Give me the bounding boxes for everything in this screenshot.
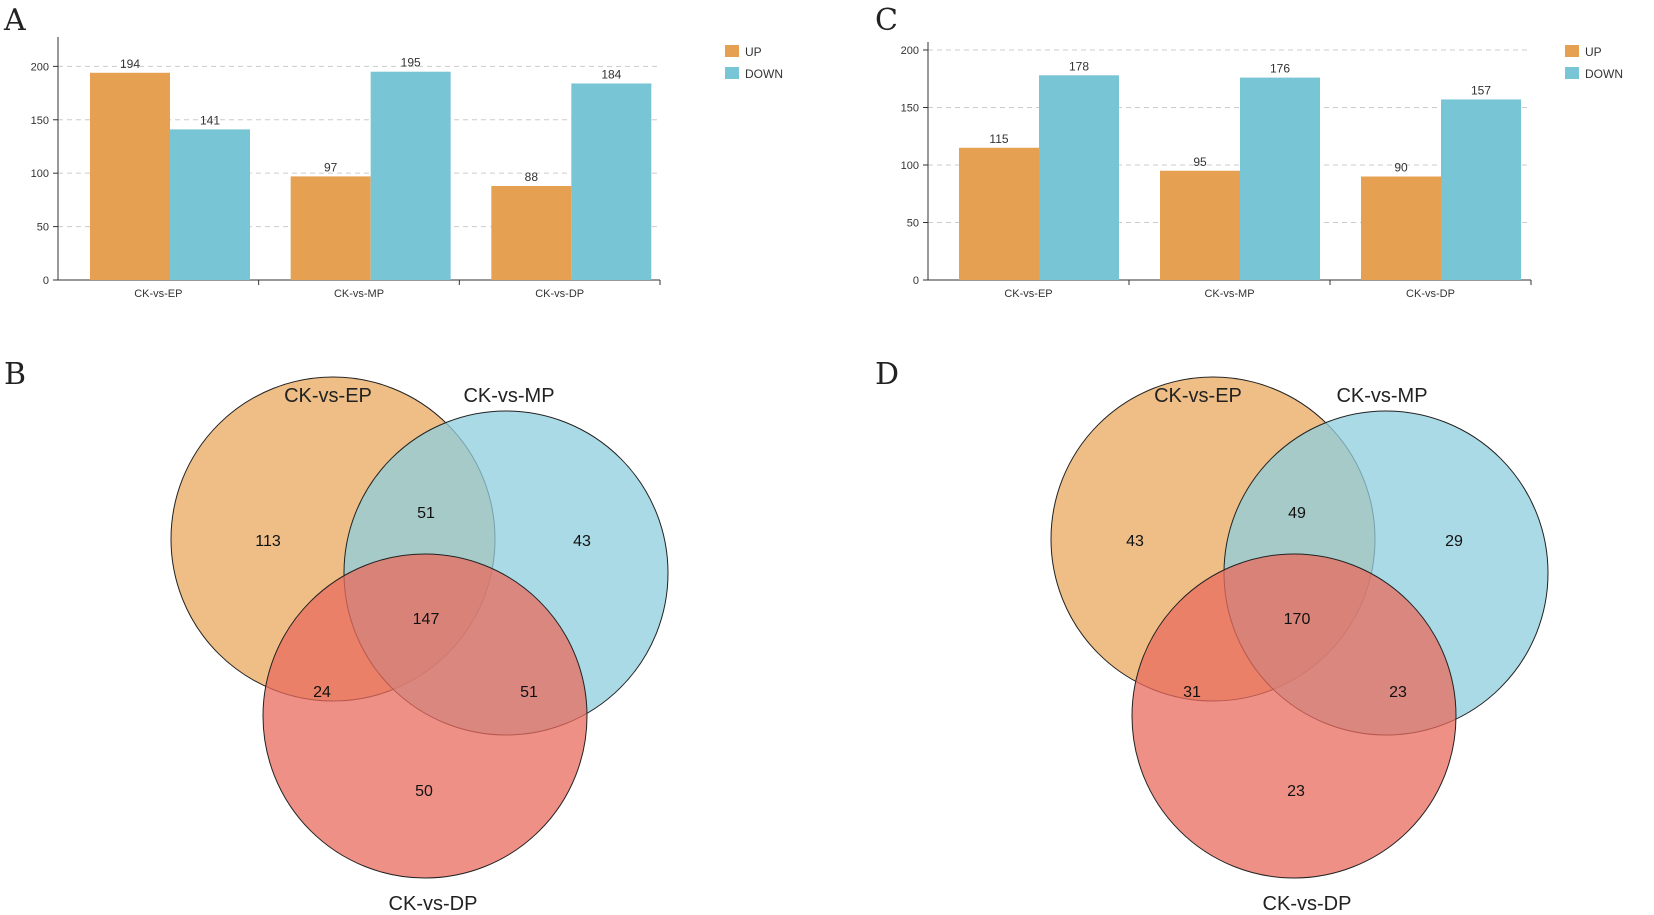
y-tick-label: 200 — [901, 45, 919, 57]
bar-down — [1441, 99, 1521, 280]
venn-region-count: 43 — [1126, 533, 1144, 550]
venn-set-label: CK-vs-MP — [463, 385, 554, 407]
x-tick-label: CK-vs-EP — [134, 288, 182, 300]
y-tick-label: 150 — [31, 115, 49, 127]
data-label: 90 — [1394, 161, 1408, 175]
bar-up — [90, 72, 170, 280]
data-label: 176 — [1270, 62, 1290, 76]
venn-region-count: 29 — [1445, 533, 1463, 550]
circle-dp — [262, 553, 588, 879]
bar-up — [959, 147, 1039, 280]
x-tick-label: CK-vs-DP — [535, 288, 584, 300]
legend-swatch-up — [725, 45, 739, 57]
venn-region-count: 147 — [413, 611, 440, 628]
y-tick-label: 50 — [907, 218, 919, 230]
data-label: 194 — [120, 57, 140, 71]
data-label: 141 — [200, 113, 220, 127]
data-label: 157 — [1471, 83, 1491, 97]
y-tick-label: 0 — [913, 275, 919, 287]
bar-down — [170, 129, 250, 280]
venn-region-count: 23 — [1389, 684, 1407, 701]
venn-region-count: 23 — [1287, 783, 1305, 800]
x-tick-label: CK-vs-MP — [334, 288, 384, 300]
legend-label-down: DOWN — [1585, 67, 1623, 81]
data-label: 178 — [1069, 59, 1089, 73]
bar-down — [1039, 75, 1119, 280]
data-label: 184 — [601, 67, 621, 81]
bar-down — [370, 71, 451, 280]
venn-region-count: 51 — [417, 505, 435, 522]
x-tick-label: CK-vs-EP — [1004, 288, 1052, 300]
circle-dp — [1131, 553, 1457, 879]
venn-region-count: 51 — [520, 684, 538, 701]
venn-set-label: CK-vs-DP — [389, 893, 478, 915]
y-tick-label: 100 — [901, 160, 919, 172]
bar-down — [1240, 77, 1320, 280]
y-tick-label: 200 — [31, 61, 49, 73]
venn-set-label: CK-vs-EP — [1154, 385, 1242, 407]
y-tick-label: 100 — [31, 168, 49, 180]
venn-region-count: 31 — [1183, 684, 1201, 701]
legend-swatch-up — [1565, 45, 1579, 57]
venn-diagram-b: CK-vs-EP CK-vs-MP CK-vs-DP 113 43 50 51 24 51 147 — [170, 376, 669, 915]
bar-chart-c: 0 50 100 150 200 CK-vs-EP 115 178 CK-vs-MP 95 176 C… — [901, 42, 1623, 300]
bar-up — [491, 186, 572, 280]
bar-up — [1361, 176, 1441, 280]
x-tick-label: CK-vs-DP — [1406, 288, 1455, 300]
panel-letter-b: B — [4, 357, 26, 392]
bar-up — [290, 176, 371, 280]
y-tick-label: 0 — [43, 275, 49, 287]
data-label: 97 — [324, 160, 338, 174]
venn-region-count: 43 — [573, 533, 591, 550]
bar-chart-a: 0 50 100 150 200 CK-vs-EP 194 141 CK-vs-MP 97 195 C… — [31, 37, 783, 300]
legend-swatch-down — [725, 67, 739, 79]
venn-region-count: 113 — [255, 533, 281, 550]
venn-set-label: CK-vs-DP — [1263, 893, 1352, 915]
data-label: 115 — [989, 132, 1008, 146]
venn-set-label: CK-vs-MP — [1336, 385, 1427, 407]
bar-down — [571, 83, 652, 280]
x-tick-label: CK-vs-MP — [1204, 288, 1254, 300]
data-label: 95 — [1193, 155, 1207, 169]
data-label: 195 — [401, 56, 421, 70]
data-label: 88 — [525, 170, 539, 184]
venn-region-count: 24 — [313, 684, 331, 701]
panel-letter-a: A — [3, 3, 26, 38]
venn-set-label: CK-vs-EP — [284, 385, 372, 407]
y-tick-label: 150 — [901, 103, 919, 115]
panel-letter-d: D — [875, 357, 899, 392]
venn-region-count: 50 — [415, 783, 433, 800]
legend-label-up: UP — [745, 45, 762, 59]
venn-diagram-d: CK-vs-EP CK-vs-MP CK-vs-DP 43 29 23 49 31 23 170 — [1050, 376, 1549, 915]
venn-region-count: 170 — [1284, 611, 1311, 628]
bar-up — [1160, 170, 1240, 280]
venn-region-count: 49 — [1288, 505, 1306, 522]
panel-letter-c: C — [875, 3, 898, 38]
legend-label-down: DOWN — [745, 67, 783, 81]
legend-swatch-down — [1565, 67, 1579, 79]
y-tick-label: 50 — [37, 222, 49, 234]
legend-label-up: UP — [1585, 45, 1602, 59]
